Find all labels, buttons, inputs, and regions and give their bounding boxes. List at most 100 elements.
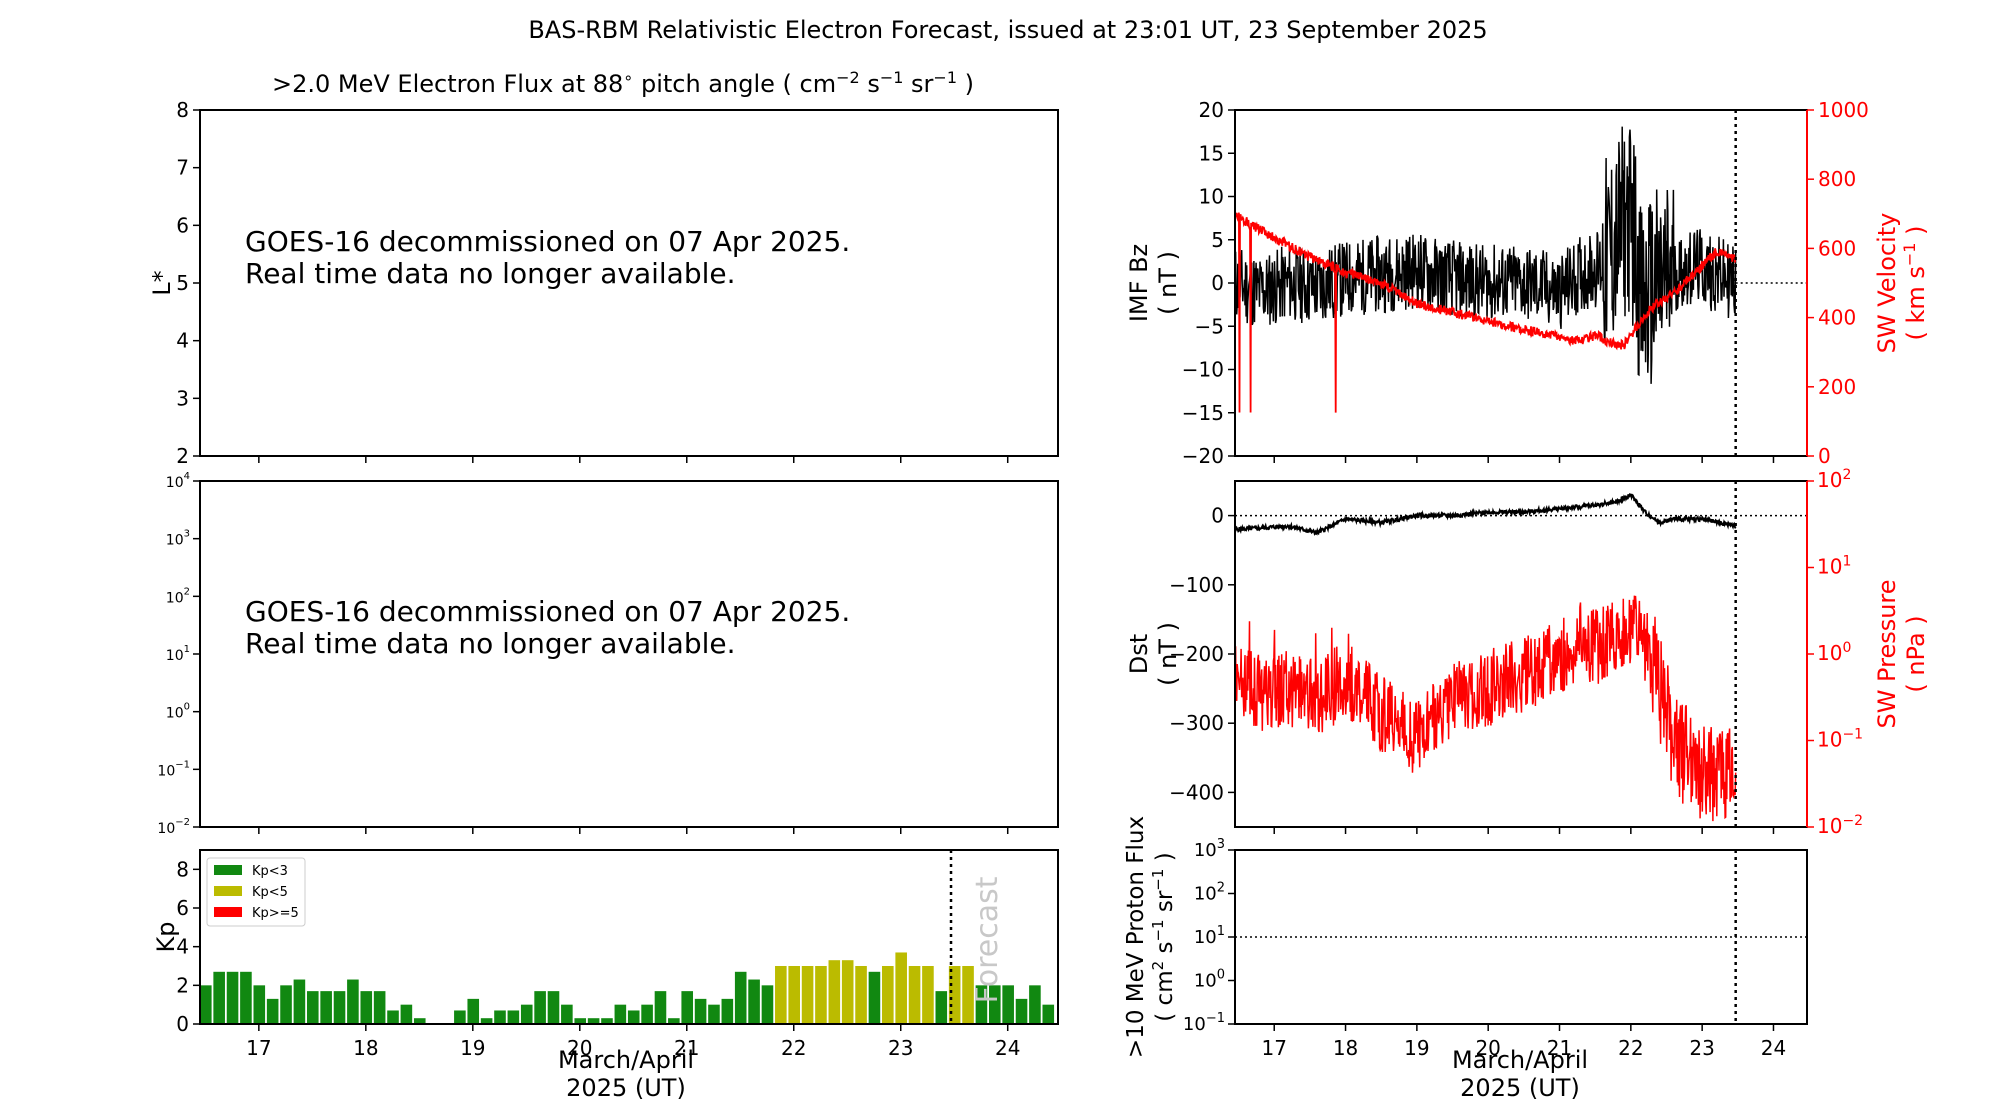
y-tick-label: 10−2 [1817,813,1863,838]
x-tick-label: 21 [1547,1036,1572,1060]
y-tick-label: 102 [166,586,190,606]
y-tick-label: 0 [1211,504,1224,528]
kp-bar [561,1004,573,1024]
goes-x-ticks [258,827,1009,834]
y-tick-label: 0 [176,1012,189,1036]
kp-bar [534,991,546,1024]
dst-right-ticks: 10−2 10−1 100 101 102 [1807,467,1863,838]
imf-ylabel-line1: IMF Bz [1125,244,1153,322]
kp-bar [694,998,707,1024]
kp-bar [868,971,881,1024]
kp-bar [347,979,359,1024]
y-tick-label: 1000 [1818,98,1869,122]
kp-bar [988,985,1001,1024]
kp-bar [895,952,907,1024]
y-tick-label: 15 [1199,141,1224,165]
dst-ylabel-line2: ( nT ) [1154,622,1182,686]
kp-bar [333,991,346,1024]
kp-legend-swatch-mid [214,886,242,896]
kp-bar [801,966,814,1024]
kp-bar [641,1004,653,1024]
flux-ylabel: L* [148,270,176,295]
kp-bar [962,966,974,1024]
kp-bar [855,966,867,1024]
kp-y-ticks: 0 2 4 6 8 [176,857,200,1036]
kp-bar [627,1010,640,1024]
imf-x-ticks [1273,456,1775,463]
kp-bar [748,979,760,1024]
goes-y-ticks: 10−2 10−1 100 101 102 103 104 [157,471,200,837]
proton-y-ticks: 10−1 100 101 102 103 [1183,837,1235,1035]
y-tick-label: 10−1 [1183,1011,1225,1035]
y-tick-label: 103 [1194,837,1225,861]
kp-legend-label-low: Kp<3 [252,864,288,879]
x-tick-label: 17 [246,1036,271,1060]
kp-xlabel-line2: 2025 (UT) [566,1074,686,1100]
kp-bar [266,998,279,1024]
kp-bar [467,998,480,1024]
kp-bar [373,991,386,1024]
y-tick-label: 101 [166,644,190,664]
y-tick-label: 7 [176,156,189,180]
kp-x-ticks: 17 18 19 20 21 22 23 24 [246,1024,1020,1060]
y-tick-label: 3 [176,386,189,410]
y-tick-label: −100 [1169,573,1224,597]
kp-bar [293,979,306,1024]
y-tick-label: 2 [176,444,189,468]
goes-message-line2: Real time data no longer available. [245,627,736,660]
kp-bar [668,1018,680,1024]
flux-message-line2: Real time data no longer available. [245,257,736,290]
y-tick-label: 102 [1194,881,1225,905]
kp-bar [1029,985,1041,1024]
y-tick-label: −10 [1182,358,1224,382]
dst-line [1234,492,1737,536]
x-tick-label: 20 [567,1036,592,1060]
y-tick-label: 400 [1818,306,1856,330]
kp-bar [975,985,988,1024]
kp-bar [828,960,841,1024]
dst-x-ticks [1273,827,1775,834]
dst-right-ylabel-line1: SW Pressure [1873,579,1901,728]
y-tick-label: 10−2 [157,817,190,837]
kp-bar [226,971,239,1024]
proton-plot-lines [1235,850,1807,1024]
y-tick-label: 101 [1817,554,1851,579]
kp-bar [841,960,854,1024]
kp-bar [601,1018,613,1024]
kp-bar [400,1004,413,1024]
kp-bar [587,1018,600,1024]
y-tick-label: 100 [1194,968,1225,992]
imf-right-ticks: 0 200 400 600 800 1000 [1807,98,1869,468]
y-tick-label: 102 [1817,467,1851,492]
kp-bar [320,991,332,1024]
y-tick-label: 10 [1199,185,1224,209]
flux-y-ticks: 2 3 4 5 6 7 8 [176,98,200,468]
y-tick-label: 2 [176,973,189,997]
figure-title: BAS-RBM Relativistic Electron Forecast, … [528,16,1487,44]
kp-bar [815,966,827,1024]
flux-x-ticks [258,456,1009,463]
kp-bar [922,966,934,1024]
kp-bar [547,991,560,1024]
imf-y-ticks: −20 −15 −10 −5 0 5 10 15 20 [1182,98,1235,468]
kp-bar [775,966,787,1024]
y-tick-label: 5 [1211,228,1224,252]
kp-xlabel-line1: March/April [558,1046,694,1074]
y-tick-label: 200 [1818,375,1856,399]
kp-bar [1002,985,1014,1024]
kp-legend-swatch-low [214,865,242,875]
kp-legend-swatch-high [214,907,242,917]
kp-bar [614,1004,627,1024]
kp-bar [200,985,212,1024]
y-tick-label: −300 [1169,711,1224,735]
kp-bar [413,1018,426,1024]
kp-bar [387,1010,399,1024]
kp-legend-label-mid: Kp<5 [252,885,288,900]
kp-bar [734,971,747,1024]
y-tick-label: −5 [1195,314,1224,338]
y-tick-label: 103 [166,529,190,549]
x-tick-label: 20 [1475,1036,1500,1060]
x-tick-label: 19 [460,1036,485,1060]
x-tick-label: 23 [1689,1036,1714,1060]
